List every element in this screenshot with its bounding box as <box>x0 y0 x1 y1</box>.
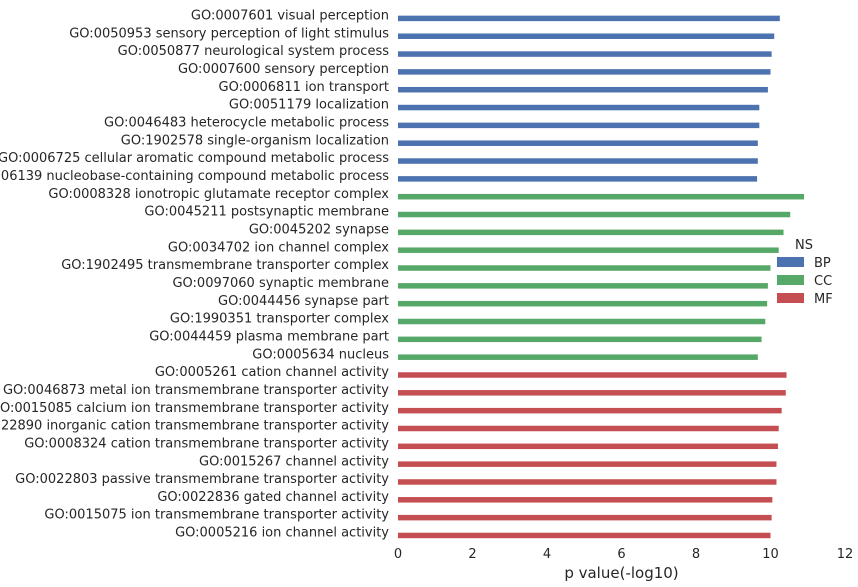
bar-bp <box>398 15 780 22</box>
legend-items: BP CC MF <box>777 256 833 307</box>
category-label: GO:0015267 channel activity <box>199 454 389 469</box>
category-label: GO:0005261 cation channel activity <box>155 365 389 380</box>
x-tick-labels: 0 2 4 6 8 10 12 <box>394 547 853 562</box>
category-label: GO:0006139 nucleobase-containing compoun… <box>0 169 389 184</box>
category-label: GO:0005634 nucleus <box>252 347 389 362</box>
bar-bp <box>398 33 775 39</box>
legend-label-bp: BP <box>814 256 831 271</box>
legend-swatch-cc <box>777 275 804 285</box>
category-label: GO:0034702 ion channel complex <box>168 240 389 255</box>
bar-mf <box>398 461 777 467</box>
bar-cc <box>398 354 758 360</box>
legend-swatch-bp <box>777 257 804 267</box>
x-tick-label: 10 <box>762 547 779 562</box>
bar-cc <box>398 300 768 307</box>
category-label: GO:0045211 postsynaptic membrane <box>144 205 389 220</box>
bar-bp <box>398 51 772 57</box>
x-axis: 0 2 4 6 8 10 12 p value(-log10) <box>394 547 853 582</box>
category-label: GO:0050877 neurological system process <box>118 44 390 59</box>
bar-mf <box>398 532 771 539</box>
bar-mf <box>398 443 778 450</box>
bar-cc <box>398 247 779 253</box>
bar-cc <box>398 193 805 200</box>
bar-cc <box>398 336 762 343</box>
category-label: GO:0051179 localization <box>229 98 389 113</box>
bar-bp <box>398 176 758 182</box>
bar-mf <box>398 407 782 414</box>
x-tick-label: 0 <box>394 547 402 562</box>
category-label: GO:0045202 synapse <box>249 222 389 237</box>
x-tick-label: 12 <box>837 547 854 562</box>
bar-cc <box>398 283 768 289</box>
category-label: GO:0097060 synaptic membrane <box>172 276 389 291</box>
category-label: GO:0046483 heterocycle metabolic process <box>104 115 389 130</box>
category-label: GO:0015075 ion transmembrane transporter… <box>44 508 389 523</box>
bar-mf <box>398 425 779 432</box>
category-label: GO:0022836 gated channel activity <box>157 490 389 505</box>
legend-swatch-mf <box>777 293 804 303</box>
x-tick-label: 8 <box>692 547 700 562</box>
category-label: GO:0005216 ion channel activity <box>175 526 389 541</box>
bar-bp <box>398 158 758 164</box>
x-tick-label: 4 <box>543 547 551 562</box>
category-label: GO:1990351 transporter complex <box>170 312 389 327</box>
legend-title: NS <box>795 238 813 253</box>
bar-bp <box>398 86 768 93</box>
bar-mf <box>398 497 773 503</box>
bar-mf <box>398 479 777 485</box>
legend: NS BP CC MF <box>777 238 833 307</box>
category-label: GO:0008324 cation transmembrane transpor… <box>24 436 389 451</box>
bar-mf <box>398 372 787 378</box>
bars <box>398 15 805 539</box>
bar-cc <box>398 318 766 325</box>
category-label: GO:0008328 ionotropic glutamate receptor… <box>48 187 389 202</box>
bar-cc <box>398 265 771 271</box>
bar-bp <box>398 140 758 146</box>
category-label: GO:0022803 passive transmembrane transpo… <box>15 472 389 487</box>
legend-label-cc: CC <box>814 274 832 289</box>
category-label: GO:1902578 single-organism localization <box>121 133 389 148</box>
bar-mf <box>398 390 786 396</box>
category-label: GO:0007600 sensory perception <box>178 62 389 77</box>
x-tick-label: 2 <box>468 547 476 562</box>
bar-bp <box>398 69 771 75</box>
category-labels: GO:0007601 visual perception GO:0050953 s… <box>0 9 389 541</box>
category-label: GO:0050953 sensory perception of light s… <box>69 26 389 41</box>
category-label: GO:0044459 plasma membrane part <box>149 329 389 344</box>
legend-label-mf: MF <box>814 292 833 307</box>
category-label: GO:1902495 transmembrane transporter com… <box>61 258 389 273</box>
bar-bp <box>398 122 760 129</box>
category-label: GO:0006725 cellular aromatic compound me… <box>0 151 389 166</box>
x-axis-label: p value(-log10) <box>564 564 678 582</box>
category-label: GO:0007601 visual perception <box>191 9 389 24</box>
x-tick-label: 6 <box>617 547 625 562</box>
category-label: GO:0022890 inorganic cation transmembran… <box>0 419 389 434</box>
category-label: GO:0015085 calcium ion transmembrane tra… <box>0 401 389 416</box>
bar-cc <box>398 211 791 218</box>
category-label: GO:0044456 synapse part <box>218 294 389 309</box>
bar-mf <box>398 514 772 521</box>
bar-bp <box>398 104 760 111</box>
category-label: GO:0006811 ion transport <box>219 80 390 95</box>
bar-cc <box>398 229 784 236</box>
category-label: GO:0046873 metal ion transmembrane trans… <box>3 383 389 398</box>
